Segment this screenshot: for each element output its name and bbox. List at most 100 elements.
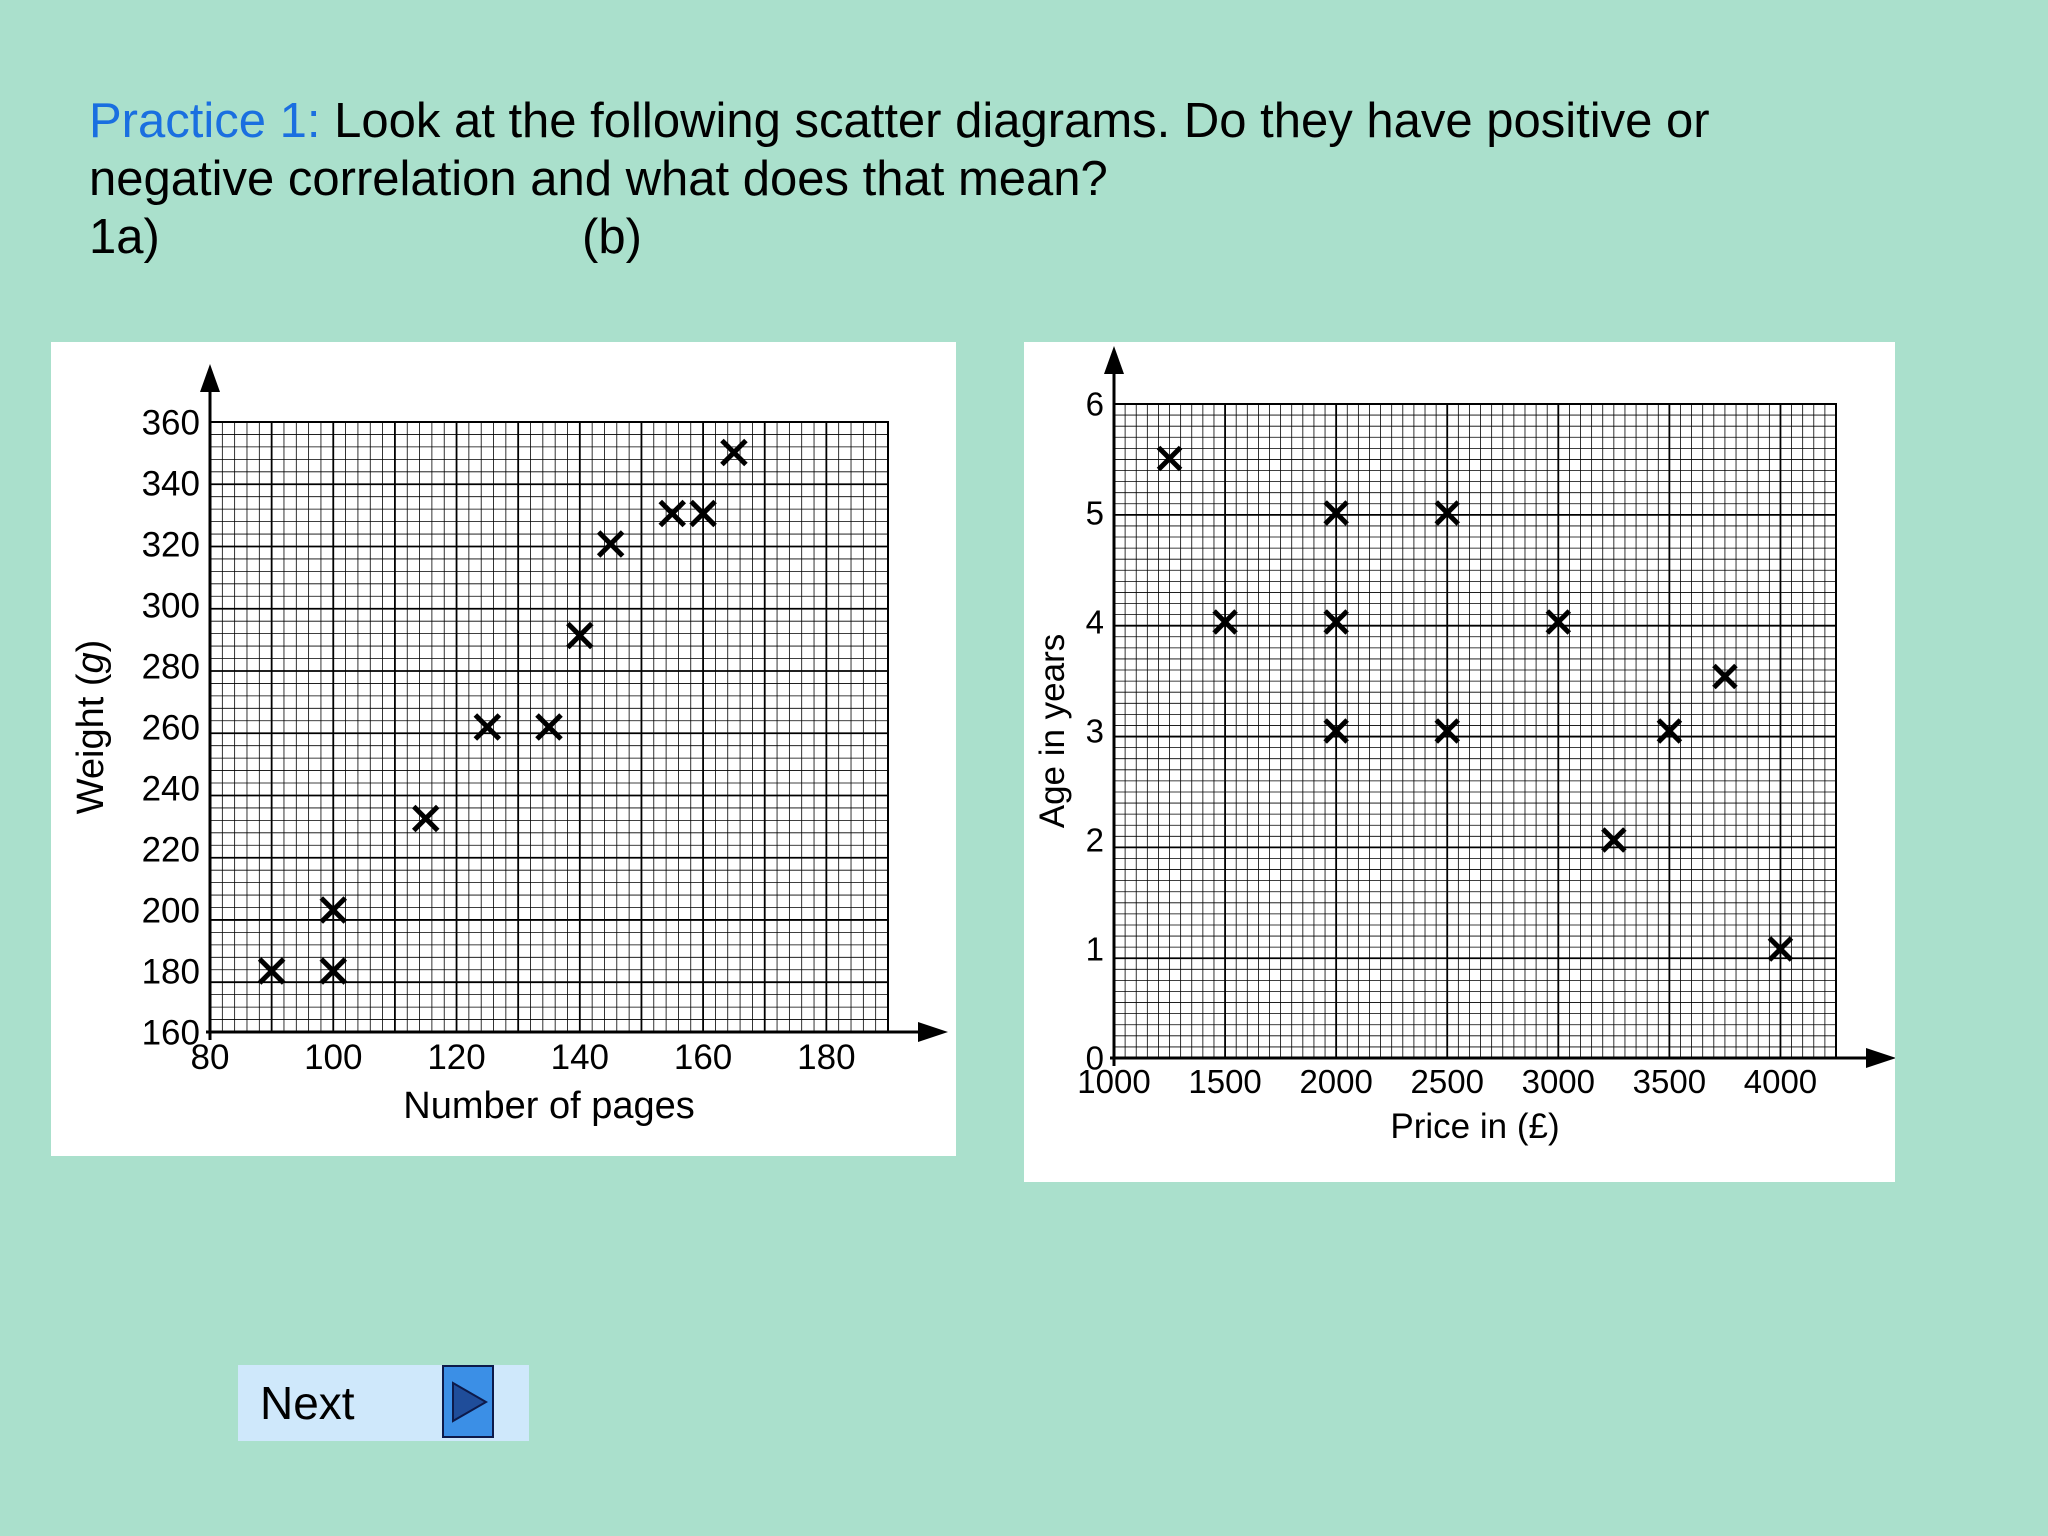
data-point-stroke	[1434, 718, 1460, 744]
y-axis-label-prefix: Weight (	[70, 673, 112, 814]
data-point-stroke	[596, 530, 625, 558]
x-tick-label: 1500	[1188, 1063, 1261, 1100]
y-tick-label: 3	[1086, 713, 1104, 750]
y-tick-label: 280	[142, 647, 200, 686]
data-point	[1434, 500, 1460, 526]
data-point	[257, 957, 286, 985]
data-point	[319, 957, 348, 985]
y-tick-label: 6	[1086, 386, 1104, 423]
y-tick-label: 160	[142, 1013, 200, 1052]
data-point-stroke	[319, 957, 348, 985]
y-tick-label: 240	[142, 769, 200, 808]
y-axis-label-suffix: )	[70, 640, 112, 653]
data-point-stroke	[566, 621, 594, 650]
data-point	[1712, 663, 1738, 690]
y-tick-label: 360	[142, 403, 200, 442]
x-axis-arrow	[1866, 1048, 1896, 1068]
chart-grid	[1113, 403, 1837, 1059]
data-point-stroke	[473, 713, 502, 741]
question-line-1: Practice 1: Look at the following scatte…	[89, 92, 1969, 150]
x-axis-label: Price in (£)	[1390, 1107, 1559, 1146]
data-points	[257, 438, 748, 985]
data-points	[1156, 445, 1794, 962]
data-point-stroke	[1212, 609, 1238, 635]
data-point	[720, 438, 748, 467]
scatter-chart-a: 80 100 120 140 160 180 160 180 200 220 240 260 280 30…	[70, 364, 948, 1127]
y-tick-label: 200	[142, 891, 200, 930]
data-point-stroke	[720, 438, 748, 467]
part-a-label: 1a)	[89, 210, 160, 264]
x-tick-label: 1000	[1077, 1063, 1150, 1100]
data-point-stroke	[1656, 718, 1683, 744]
data-point-stroke	[1323, 609, 1349, 635]
data-point-stroke	[689, 499, 717, 528]
y-tick-label: 180	[142, 952, 200, 991]
x-axis-label: Number of pages	[403, 1085, 695, 1127]
data-point	[1323, 500, 1349, 526]
data-point-stroke	[319, 896, 348, 924]
grid-border	[1113, 403, 1837, 1059]
y-tick-label: 1	[1086, 931, 1104, 968]
x-tick-label: 2500	[1411, 1063, 1484, 1100]
data-point-stroke	[411, 804, 440, 833]
data-point	[1656, 718, 1683, 744]
x-tick-label: 80	[191, 1038, 230, 1077]
x-axis-arrow	[918, 1022, 948, 1042]
y-tick-label: 220	[142, 830, 200, 869]
next-button[interactable]: Next	[238, 1365, 529, 1441]
data-point	[566, 621, 594, 650]
data-point	[596, 530, 625, 558]
data-point	[1434, 718, 1460, 744]
data-point-stroke	[1545, 609, 1572, 635]
data-point-stroke	[1156, 445, 1183, 472]
y-tick-label: 4	[1086, 604, 1104, 641]
data-point	[658, 499, 687, 528]
data-point	[473, 713, 502, 741]
play-triangle-icon[interactable]	[442, 1365, 494, 1438]
chart-grid	[209, 421, 889, 1033]
x-tick-label: 140	[551, 1038, 609, 1077]
data-point-stroke	[1767, 936, 1794, 962]
y-tick-label: 2	[1086, 822, 1104, 859]
data-point-stroke	[1434, 500, 1460, 526]
data-point	[1156, 445, 1183, 472]
question-body: Look at the following scatter diagrams. …	[320, 94, 1710, 148]
data-point-stroke	[257, 957, 286, 985]
data-point	[1545, 609, 1572, 635]
y-axis-label: Age in years	[1033, 634, 1072, 829]
y-axis-arrow	[200, 364, 220, 392]
question-text: Practice 1: Look at the following scatte…	[89, 92, 1969, 266]
data-point-stroke	[535, 713, 563, 741]
scatter-chart-b: 1000 1500 2000 2500 3000 3500 4000 0 1 2 3 4 5 6 Price…	[1033, 346, 1896, 1146]
x-tick-label: 3000	[1522, 1063, 1595, 1100]
data-point	[319, 896, 348, 924]
data-point	[535, 713, 563, 741]
data-point	[1323, 718, 1349, 744]
data-point	[1767, 936, 1794, 962]
y-tick-label: 0	[1086, 1040, 1104, 1077]
data-point-stroke	[1712, 663, 1738, 690]
y-tick-label: 340	[142, 464, 200, 503]
scatter-chart-a-panel: 80 100 120 140 160 180 160 180 200 220 240 260 280 30…	[51, 342, 956, 1156]
scatter-chart-b-panel: 1000 1500 2000 2500 3000 3500 4000 0 1 2 3 4 5 6 Price…	[1024, 342, 1896, 1182]
y-axis-label-unit: g	[70, 652, 112, 673]
data-point	[689, 499, 717, 528]
data-point-stroke	[658, 499, 687, 528]
data-point	[1212, 609, 1238, 635]
part-b-label: (b)	[582, 210, 642, 264]
x-tick-label: 4000	[1744, 1063, 1817, 1100]
x-tick-label: 2000	[1299, 1063, 1372, 1100]
x-tick-label: 3500	[1633, 1063, 1706, 1100]
x-tick-label: 100	[304, 1038, 362, 1077]
data-point	[1323, 609, 1349, 635]
practice-label: Practice 1:	[89, 94, 321, 148]
play-triangle-shape	[452, 1381, 489, 1423]
x-tick-label: 180	[797, 1038, 855, 1077]
data-point	[411, 804, 440, 833]
data-point-stroke	[1323, 718, 1349, 744]
data-point-stroke	[1323, 500, 1349, 526]
y-tick-label: 260	[142, 708, 200, 747]
data-point	[1601, 827, 1627, 853]
y-tick-label: 5	[1086, 495, 1104, 532]
x-tick-label: 120	[427, 1038, 485, 1077]
